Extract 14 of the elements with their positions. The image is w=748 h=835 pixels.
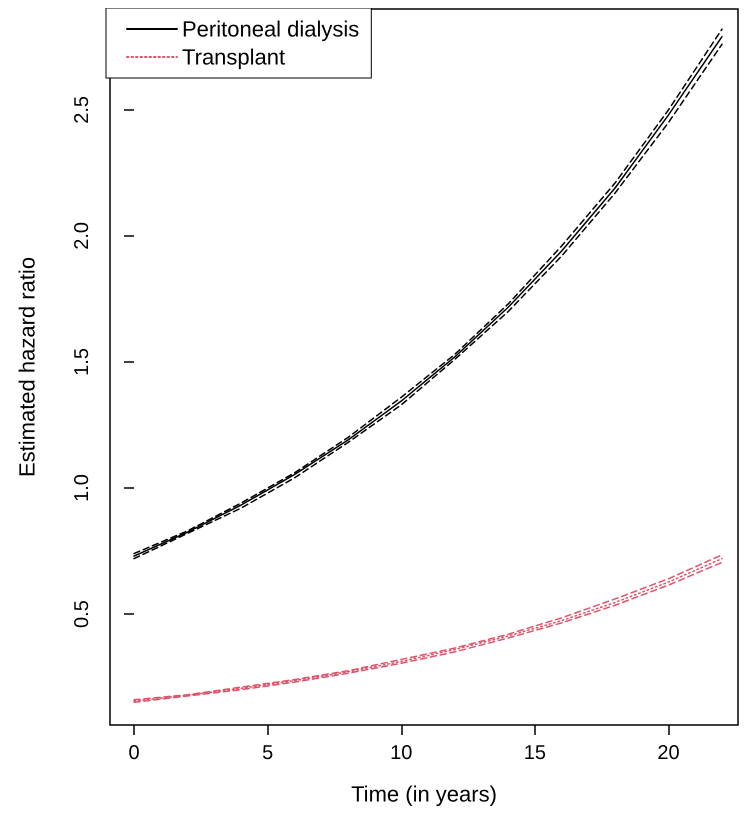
y-tick-label: 2.0 bbox=[71, 222, 93, 250]
y-tick-label: 1.5 bbox=[71, 348, 93, 376]
y-tick-label: 2.5 bbox=[71, 96, 93, 124]
x-tick-label: 20 bbox=[657, 742, 680, 764]
x-axis-title: Time (in years) bbox=[351, 782, 497, 806]
x-tick-label: 5 bbox=[262, 742, 274, 764]
x-tick-label: 0 bbox=[128, 742, 140, 764]
x-tick-label: 15 bbox=[524, 742, 546, 764]
x-tick-label: 10 bbox=[390, 742, 412, 764]
legend-label: Transplant bbox=[182, 44, 286, 70]
y-tick-label: 1.0 bbox=[71, 474, 93, 502]
legend-label: Peritoneal dialysis bbox=[182, 16, 360, 42]
y-axis-title: Estimated hazard ratio bbox=[14, 256, 40, 478]
y-tick-label: 0.5 bbox=[71, 600, 93, 628]
